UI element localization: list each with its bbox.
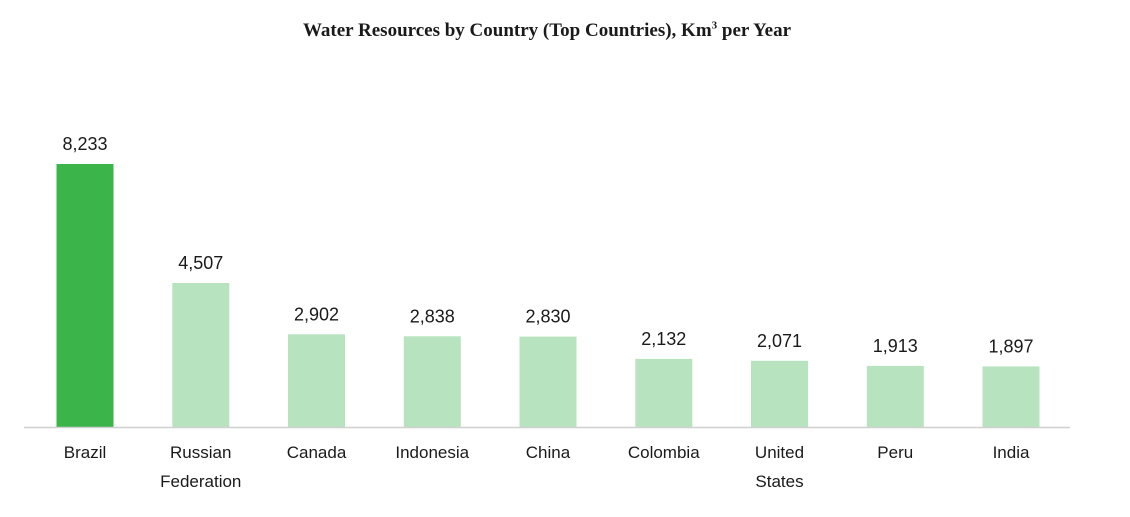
bars-group: [56, 164, 1040, 427]
value-label: 2,830: [525, 307, 570, 327]
category-label-line: Brazil: [64, 443, 107, 462]
bar-brazil: [56, 164, 114, 427]
category-label-line: Indonesia: [395, 443, 469, 462]
value-label: 2,071: [757, 331, 802, 351]
bar-peru: [866, 365, 924, 427]
value-label: 2,838: [410, 306, 455, 326]
category-label-line: Peru: [877, 443, 913, 462]
chart-title-suffix: per Year: [717, 20, 792, 41]
value-label: 2,902: [294, 304, 339, 324]
category-label-line: Colombia: [628, 443, 700, 462]
category-label-line: Federation: [160, 472, 241, 491]
category-label-line: Canada: [287, 443, 347, 462]
value-label: 2,132: [641, 329, 686, 349]
category-label: Peru: [877, 443, 913, 462]
category-label-line: United: [755, 443, 804, 462]
category-label: Russian Federation: [160, 443, 241, 491]
category-label: Canada: [287, 443, 347, 462]
bar-indonesia: [403, 336, 461, 427]
bar-china: [519, 336, 577, 427]
value-label: 1,897: [988, 336, 1033, 356]
chart-title-superscript: 3: [711, 19, 718, 32]
category-labels-group: Brazil Russian Federation Canada Indonesia Ch…: [64, 443, 1030, 491]
category-label-line: States: [755, 472, 803, 491]
category-label: Brazil: [64, 443, 107, 462]
value-labels-group: 8,233 4,507 2,902 2,838 2,830 2,132 2,071 1,913…: [62, 134, 1033, 356]
chart-title-main: Water Resources by Country (Top Countrie…: [302, 20, 712, 41]
category-label: Colombia: [628, 443, 700, 462]
bar-russian-federation: [172, 283, 230, 427]
chart-title: Water Resources by Country (Top Countrie…: [0, 20, 1094, 42]
category-label-line: China: [526, 443, 571, 462]
bar-india: [982, 366, 1040, 427]
value-label: 8,233: [62, 134, 107, 154]
value-label: 1,913: [873, 336, 918, 356]
value-label: 4,507: [178, 253, 223, 273]
category-label: Indonesia: [395, 443, 469, 462]
category-label: United States: [755, 443, 804, 491]
category-label-line: Russian: [170, 443, 231, 462]
category-label-line: India: [993, 443, 1030, 462]
bar-canada: [288, 334, 345, 427]
category-label: China: [526, 443, 571, 462]
category-label: India: [993, 443, 1030, 462]
bar-colombia: [635, 358, 693, 427]
bar-united-states: [751, 360, 808, 427]
